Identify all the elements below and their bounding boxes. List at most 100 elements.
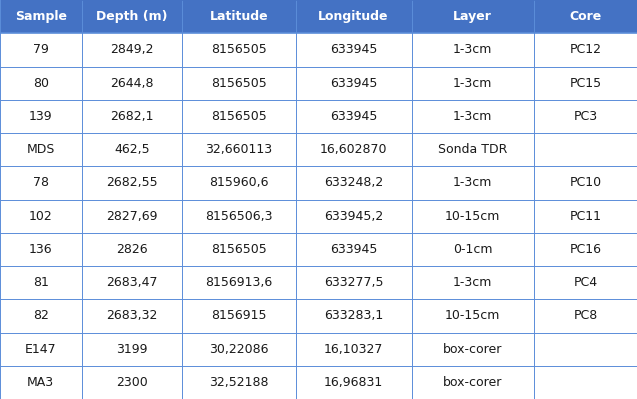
- Bar: [534, 299, 637, 332]
- Text: 2683,47: 2683,47: [106, 276, 157, 289]
- Bar: [182, 67, 296, 100]
- Text: 8156506,3: 8156506,3: [205, 209, 273, 223]
- Text: 30,22086: 30,22086: [209, 343, 269, 356]
- Bar: [534, 33, 637, 67]
- Text: Longitude: Longitude: [318, 10, 389, 23]
- Text: PC12: PC12: [569, 43, 601, 56]
- Text: 3199: 3199: [116, 343, 148, 356]
- Bar: [412, 332, 534, 366]
- Text: 2682,1: 2682,1: [110, 110, 154, 123]
- Text: 2682,55: 2682,55: [106, 176, 158, 190]
- Bar: [182, 0, 296, 33]
- Text: 8156913,6: 8156913,6: [205, 276, 273, 289]
- Bar: [0, 366, 82, 399]
- Bar: [0, 100, 82, 133]
- Bar: [0, 299, 82, 332]
- Bar: [0, 366, 637, 399]
- Bar: [82, 200, 182, 233]
- Bar: [0, 33, 82, 67]
- Bar: [182, 266, 296, 299]
- Text: Depth (m): Depth (m): [96, 10, 168, 23]
- Text: 633945: 633945: [330, 43, 377, 56]
- Text: 1-3cm: 1-3cm: [453, 43, 492, 56]
- Text: 16,96831: 16,96831: [324, 376, 383, 389]
- Text: 10-15cm: 10-15cm: [445, 209, 500, 223]
- Bar: [182, 332, 296, 366]
- Bar: [82, 133, 182, 166]
- Text: 633945: 633945: [330, 243, 377, 256]
- Bar: [296, 266, 412, 299]
- Text: 82: 82: [33, 309, 48, 322]
- Bar: [412, 0, 534, 33]
- Bar: [0, 0, 637, 33]
- Text: Latitude: Latitude: [210, 10, 268, 23]
- Text: 32,660113: 32,660113: [205, 143, 273, 156]
- Text: 462,5: 462,5: [114, 143, 150, 156]
- Bar: [82, 67, 182, 100]
- Bar: [182, 100, 296, 133]
- Bar: [296, 366, 412, 399]
- Bar: [296, 233, 412, 266]
- Bar: [296, 200, 412, 233]
- Text: 1-3cm: 1-3cm: [453, 276, 492, 289]
- Text: 2644,8: 2644,8: [110, 77, 154, 90]
- Bar: [296, 166, 412, 200]
- Text: PC15: PC15: [569, 77, 601, 90]
- Bar: [534, 100, 637, 133]
- Bar: [0, 200, 82, 233]
- Bar: [182, 166, 296, 200]
- Text: 2300: 2300: [116, 376, 148, 389]
- Bar: [412, 233, 534, 266]
- Bar: [412, 266, 534, 299]
- Bar: [412, 133, 534, 166]
- Text: 633945,2: 633945,2: [324, 209, 383, 223]
- Bar: [0, 332, 637, 366]
- Text: 633248,2: 633248,2: [324, 176, 383, 190]
- Text: PC8: PC8: [573, 309, 598, 322]
- Bar: [534, 200, 637, 233]
- Text: 2827,69: 2827,69: [106, 209, 157, 223]
- Text: E147: E147: [25, 343, 57, 356]
- Bar: [82, 299, 182, 332]
- Text: Sonda TDR: Sonda TDR: [438, 143, 507, 156]
- Bar: [82, 0, 182, 33]
- Bar: [412, 299, 534, 332]
- Text: 10-15cm: 10-15cm: [445, 309, 500, 322]
- Text: 815960,6: 815960,6: [209, 176, 269, 190]
- Bar: [534, 133, 637, 166]
- Bar: [534, 67, 637, 100]
- Text: 0-1cm: 0-1cm: [453, 243, 492, 256]
- Bar: [82, 366, 182, 399]
- Bar: [0, 233, 637, 266]
- Text: 633277,5: 633277,5: [324, 276, 383, 289]
- Bar: [296, 299, 412, 332]
- Text: 633945: 633945: [330, 110, 377, 123]
- Bar: [0, 166, 637, 200]
- Bar: [182, 233, 296, 266]
- Text: Sample: Sample: [15, 10, 67, 23]
- Bar: [296, 33, 412, 67]
- Text: 80: 80: [32, 77, 49, 90]
- Bar: [534, 366, 637, 399]
- Bar: [534, 0, 637, 33]
- Bar: [534, 233, 637, 266]
- Bar: [0, 299, 637, 332]
- Text: 16,10327: 16,10327: [324, 343, 383, 356]
- Text: 81: 81: [33, 276, 48, 289]
- Text: PC16: PC16: [569, 243, 601, 256]
- Text: 32,52188: 32,52188: [209, 376, 269, 389]
- Text: PC10: PC10: [569, 176, 601, 190]
- Bar: [0, 233, 82, 266]
- Bar: [296, 133, 412, 166]
- Text: box-corer: box-corer: [443, 376, 503, 389]
- Text: PC4: PC4: [573, 276, 598, 289]
- Text: box-corer: box-corer: [443, 343, 503, 356]
- Bar: [0, 133, 637, 166]
- Text: 139: 139: [29, 110, 53, 123]
- Text: 633283,1: 633283,1: [324, 309, 383, 322]
- Text: 1-3cm: 1-3cm: [453, 110, 492, 123]
- Bar: [82, 266, 182, 299]
- Bar: [296, 332, 412, 366]
- Bar: [182, 133, 296, 166]
- Text: Core: Core: [569, 10, 601, 23]
